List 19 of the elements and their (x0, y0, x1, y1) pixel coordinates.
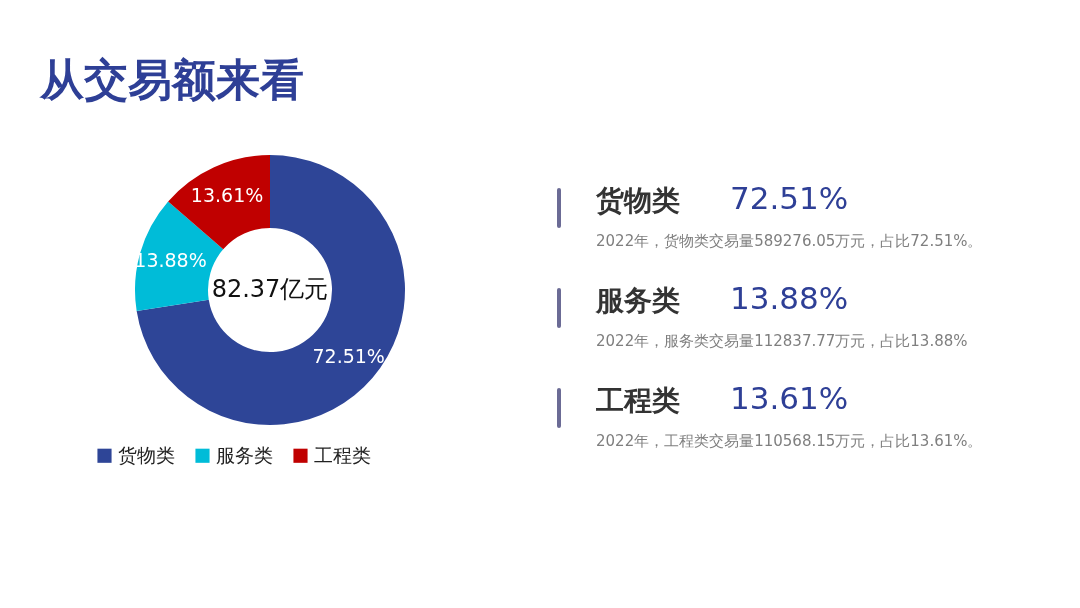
data-label: 13.61% (190, 183, 264, 206)
donut-slice (168, 155, 270, 250)
data-label: 72.51% (312, 345, 385, 368)
chart-title: 从交易额来看 (39, 54, 304, 105)
donut-slice (136, 155, 405, 425)
text: 72.51% (730, 180, 849, 216)
text: 货物类 (595, 184, 680, 217)
legend-label: 服务类 (216, 443, 273, 466)
text: 2022年，货物类交易量589276.05万元，占比72.51%。 (596, 232, 983, 250)
legend-label: 工程类 (314, 443, 371, 466)
text: 2022年，服务类交易量112837.77万元，占比13.88% (596, 332, 968, 350)
text: 服务类 (595, 284, 680, 317)
legend-label: 货物类 (118, 443, 175, 466)
text: 工程类 (595, 384, 680, 417)
text: 2022年，工程类交易量110568.15万元，占比13.61%。 (596, 432, 983, 450)
text: 13.88% (730, 280, 849, 316)
text: 13.61% (730, 380, 849, 416)
text: 82.37亿元 (211, 275, 329, 303)
data-label: 13.88% (134, 249, 207, 272)
